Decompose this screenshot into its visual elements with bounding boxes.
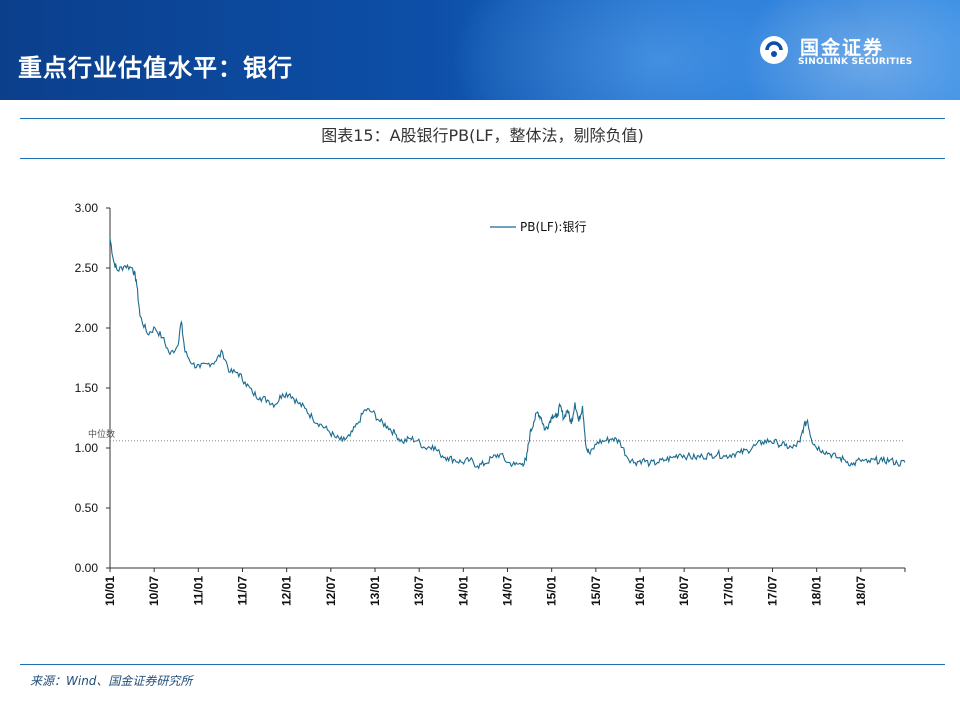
page-title: 重点行业估值水平：银行 bbox=[18, 54, 293, 82]
y-tick-label: 0.50 bbox=[75, 501, 99, 515]
x-tick-label: 13/07 bbox=[412, 576, 426, 606]
x-tick-label: 17/01 bbox=[721, 576, 735, 606]
y-tick-label: 2.00 bbox=[75, 321, 99, 335]
y-tick-label: 1.00 bbox=[75, 441, 99, 455]
x-tick-label: 10/07 bbox=[147, 576, 161, 606]
title-rule-bottom bbox=[20, 158, 945, 159]
y-tick-label: 3.00 bbox=[75, 201, 99, 215]
header-band: 重点行业估值水平：银行 国金证券 SINOLINK SECURITIES bbox=[0, 0, 960, 100]
x-tick-label: 11/01 bbox=[191, 576, 205, 606]
x-tick-label: 13/01 bbox=[368, 576, 382, 606]
x-tick-label: 17/07 bbox=[766, 576, 780, 606]
x-tick-label: 10/01 bbox=[103, 576, 117, 606]
title-rule-top bbox=[20, 118, 945, 119]
median-label: 中位数 bbox=[88, 428, 115, 440]
series-line-banks bbox=[109, 237, 906, 470]
x-tick-label: 11/07 bbox=[236, 576, 250, 606]
x-tick-label: 14/01 bbox=[456, 576, 470, 606]
logo-text-cn: 国金证券 bbox=[800, 37, 885, 59]
source-rule bbox=[20, 664, 945, 665]
x-tick-label: 16/01 bbox=[633, 576, 647, 606]
header-decoration bbox=[450, 0, 870, 100]
chart-title: 图表15：A股银行PB(LF，整体法，剔除负值) bbox=[321, 126, 644, 145]
y-tick-label: 0.00 bbox=[75, 561, 99, 575]
x-tick-label: 14/07 bbox=[501, 576, 515, 606]
y-tick-label: 2.50 bbox=[75, 261, 99, 275]
x-tick-label: 16/07 bbox=[677, 576, 691, 606]
x-tick-label: 18/07 bbox=[854, 576, 868, 606]
company-logo: 国金证券 SINOLINK SECURITIES bbox=[758, 30, 948, 74]
legend-label: PB(LF):银行 bbox=[520, 220, 586, 234]
source-note: 来源：Wind、国金证券研究所 bbox=[30, 674, 193, 688]
x-tick-label: 12/01 bbox=[280, 576, 294, 606]
x-tick-label: 12/07 bbox=[324, 576, 338, 606]
x-tick-label: 15/07 bbox=[589, 576, 603, 606]
logo-text-en: SINOLINK SECURITIES bbox=[798, 57, 913, 67]
y-tick-label: 1.50 bbox=[75, 381, 99, 395]
x-tick-label: 18/01 bbox=[810, 576, 824, 606]
x-tick-label: 15/01 bbox=[545, 576, 559, 606]
logo-mark-icon bbox=[760, 36, 788, 64]
